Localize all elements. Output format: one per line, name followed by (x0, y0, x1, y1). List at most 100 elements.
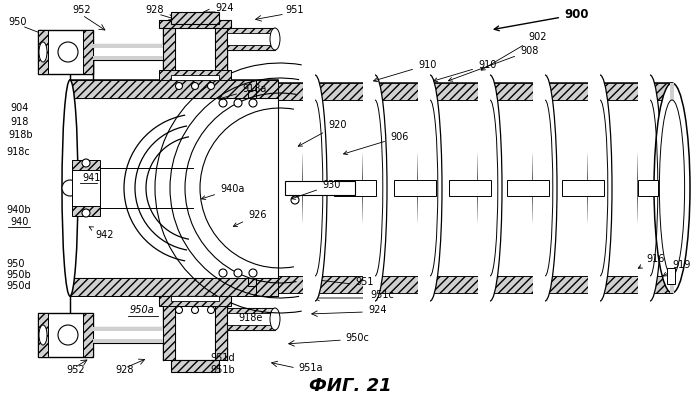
Bar (93, 44, 163, 60)
Text: 950: 950 (8, 17, 27, 27)
Ellipse shape (39, 325, 47, 345)
Bar (248, 278, 256, 286)
Bar (227, 308, 275, 330)
Circle shape (219, 269, 227, 277)
Text: 941: 941 (82, 173, 100, 183)
Text: 951: 951 (355, 277, 374, 287)
Text: 951c: 951c (370, 290, 394, 300)
Bar (171, 296, 219, 301)
Bar (256, 80, 278, 98)
Bar (278, 276, 672, 293)
Ellipse shape (418, 75, 442, 301)
Bar (533, 73, 545, 303)
Text: 950a: 950a (130, 305, 155, 315)
Text: 902: 902 (481, 32, 547, 70)
Text: 904: 904 (10, 103, 29, 113)
Circle shape (176, 306, 183, 314)
Text: 924: 924 (368, 305, 386, 315)
Ellipse shape (588, 75, 612, 301)
Bar (93, 327, 163, 343)
Ellipse shape (270, 308, 280, 330)
Text: 918c: 918c (6, 147, 29, 157)
Text: 952: 952 (66, 365, 85, 375)
Bar (334, 180, 376, 196)
Circle shape (58, 325, 78, 345)
Bar (670, 83, 674, 100)
Text: 908: 908 (449, 46, 538, 81)
Circle shape (58, 42, 78, 62)
Bar (38, 313, 93, 357)
Circle shape (82, 159, 90, 167)
Text: 951: 951 (285, 5, 304, 15)
Bar (72, 170, 100, 206)
Bar (215, 26, 227, 80)
Circle shape (207, 306, 214, 314)
Circle shape (291, 196, 299, 204)
Circle shape (234, 99, 242, 107)
Ellipse shape (39, 42, 47, 62)
Text: 928: 928 (115, 365, 134, 375)
Circle shape (192, 306, 199, 314)
Ellipse shape (659, 100, 685, 276)
Bar (285, 181, 355, 195)
Text: 910: 910 (374, 60, 436, 82)
Text: 930: 930 (291, 180, 340, 199)
Bar (163, 296, 175, 360)
Text: 918: 918 (10, 117, 29, 127)
Bar (159, 296, 231, 304)
Bar (70, 80, 278, 98)
Text: 906: 906 (344, 132, 408, 155)
Bar (227, 308, 275, 313)
Bar (215, 296, 227, 360)
Text: 919: 919 (663, 260, 690, 276)
Bar (256, 278, 278, 296)
Text: 924: 924 (215, 3, 234, 13)
Ellipse shape (638, 75, 662, 301)
Circle shape (176, 83, 183, 89)
Text: 918e: 918e (238, 313, 262, 323)
Bar (418, 73, 430, 303)
Bar (175, 296, 215, 360)
Ellipse shape (62, 80, 78, 296)
Circle shape (234, 269, 242, 277)
Bar (72, 160, 100, 216)
Bar (562, 180, 604, 196)
Text: 950: 950 (6, 259, 25, 269)
Bar (667, 268, 675, 284)
Text: 920: 920 (298, 120, 346, 146)
Bar (83, 313, 93, 357)
Circle shape (249, 269, 257, 277)
Text: 951a: 951a (298, 363, 323, 373)
Circle shape (82, 209, 90, 217)
Bar (93, 327, 163, 331)
Text: ФИГ. 21: ФИГ. 21 (309, 377, 391, 395)
Text: 916: 916 (638, 254, 664, 268)
Ellipse shape (478, 75, 502, 301)
Text: 951d: 951d (210, 353, 235, 363)
Bar (507, 180, 549, 196)
Bar (93, 56, 163, 60)
Text: 950c: 950c (345, 333, 369, 343)
Text: 950d: 950d (6, 281, 31, 291)
Bar (171, 12, 219, 24)
Bar (588, 73, 600, 303)
Bar (171, 360, 219, 372)
Bar (171, 75, 219, 80)
Bar (227, 325, 275, 330)
Text: 940a: 940a (202, 184, 244, 200)
Text: 940: 940 (10, 217, 29, 227)
Ellipse shape (654, 83, 690, 293)
Bar (38, 30, 93, 74)
Bar (83, 30, 93, 74)
Text: 910: 910 (433, 60, 496, 82)
Text: 942: 942 (89, 227, 113, 240)
Bar (478, 73, 490, 303)
Bar (670, 276, 674, 293)
Text: 918b: 918b (8, 130, 33, 140)
Bar (70, 278, 278, 296)
Bar (159, 70, 231, 80)
Text: 900: 900 (494, 8, 589, 31)
Bar (227, 28, 275, 50)
Ellipse shape (270, 28, 280, 50)
Text: 940b: 940b (6, 205, 31, 215)
